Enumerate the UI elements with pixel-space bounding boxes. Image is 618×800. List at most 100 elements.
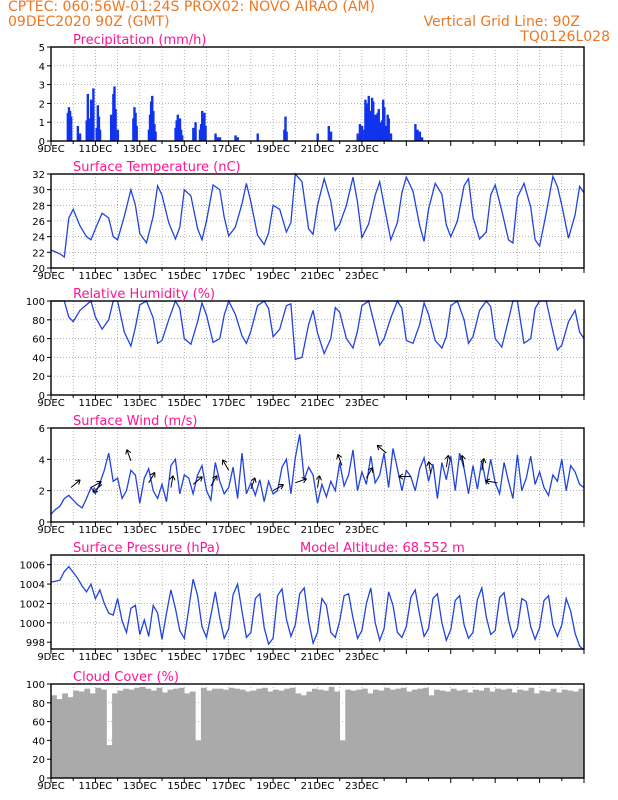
model-altitude-label: Model Altitude: 68.552 m [300, 541, 465, 556]
wind-arrow-shaft [126, 449, 132, 462]
y-tick-label: 24 [32, 233, 45, 244]
x-tick-label: 21DEC [301, 398, 335, 409]
y-tick-label: 5 [39, 43, 45, 54]
panel-title: Precipitation (mm/h) [73, 33, 206, 48]
precip-bar [92, 88, 95, 141]
y-tick-label: 40 [32, 353, 45, 364]
x-tick-label: 21DEC [301, 781, 335, 792]
cloud-bar [200, 687, 207, 778]
wind-arrow-shaft [250, 477, 256, 490]
x-tick-label: 17DEC [212, 781, 246, 792]
cloud-bar [511, 692, 518, 778]
wind-arrow-head [376, 444, 383, 451]
wind-arrow-shaft [481, 458, 485, 471]
cloud-bar [450, 688, 457, 778]
wind-arrow-head [150, 471, 156, 478]
x-tick-label: 19DEC [256, 525, 290, 536]
cloud-bar [239, 689, 246, 778]
x-tick-label: 19DEC [256, 652, 290, 663]
cloud-bar [145, 688, 152, 778]
wind-arrow-head [485, 478, 491, 485]
cloud-bar [295, 693, 302, 778]
x-tick-label: 9DEC [37, 652, 64, 663]
precip-bar [358, 124, 362, 141]
precip-bar [76, 125, 80, 141]
y-tick-label: 100 [26, 297, 45, 308]
y-tick-label: 1006 [20, 561, 45, 572]
x-tick-label: 17DEC [212, 398, 246, 409]
cloud-bar [467, 692, 474, 778]
cloud-bar [139, 686, 146, 778]
y-tick-label: 4 [39, 62, 45, 73]
x-tick-label: 15DEC [167, 525, 201, 536]
cloud-bar [273, 689, 279, 778]
header-run-time: 09DEC2020 90Z (GMT) [8, 14, 170, 30]
cloud-bar [106, 745, 113, 778]
y-tick-label: 80 [32, 316, 45, 327]
wind-arrow-head [367, 467, 374, 473]
cloud-bar [306, 691, 313, 778]
cloud-bar [545, 691, 551, 778]
precip-bar [234, 135, 237, 141]
panel-title: Surface Pressure (hPa) [73, 541, 220, 556]
wind-arrow-head [315, 475, 322, 481]
cloud-bar [67, 697, 74, 778]
y-tick-label: 40 [32, 736, 45, 747]
y-tick-label: 1000 [20, 619, 45, 630]
x-tick-label: 13DEC [123, 652, 157, 663]
y-tick-label: 80 [32, 699, 45, 710]
cloud-bar [539, 690, 546, 778]
precip-bar [377, 109, 380, 141]
cloud-bar [406, 691, 413, 778]
cloud-bar [561, 689, 568, 778]
x-tick-label: 15DEC [167, 781, 201, 792]
cloud-bar [373, 689, 379, 778]
x-tick-label: 19DEC [256, 781, 290, 792]
cloud-bar [556, 692, 563, 778]
wind-arrow-head [480, 458, 487, 464]
y-tick-label: 60 [32, 335, 45, 346]
y-tick-label: 3 [39, 81, 45, 92]
cloud-bar [128, 689, 135, 778]
x-tick-label: 17DEC [212, 144, 246, 155]
y-tick-label: 100 [26, 680, 45, 691]
wind-arrow-head [250, 477, 257, 483]
cloud-bar [256, 688, 263, 778]
wind-arrow-shaft [376, 444, 387, 454]
panel-frame [50, 46, 585, 142]
x-tick-label: 11DEC [79, 525, 113, 536]
wind-arrow-head [398, 473, 404, 480]
cloud-bar [156, 687, 163, 778]
series-line-pressure [50, 565, 585, 651]
panel-title: Relative Humidity (%) [73, 287, 215, 302]
wind-arrow-head [221, 459, 228, 465]
cloud-bar [234, 688, 241, 778]
y-tick-label: 30 [32, 186, 45, 197]
cloud-bar [506, 688, 513, 778]
y-tick-label: 20 [32, 755, 45, 766]
series-line-temperature [50, 172, 585, 259]
cloud-bar [578, 688, 585, 778]
wind-arrow-shaft [485, 480, 498, 484]
y-tick-label: 2 [39, 99, 45, 110]
wind-arrow-shaft [170, 475, 174, 488]
x-tick-label: 19DEC [256, 271, 290, 282]
wind-arrow-head [278, 483, 284, 490]
precip-bar [420, 137, 424, 141]
precip-bar [78, 133, 82, 141]
precip-bar [360, 125, 364, 141]
wind-arrow-shaft [92, 484, 103, 493]
wind-arrow-head [125, 449, 132, 455]
cloud-bar [84, 688, 91, 778]
precip-bar [284, 116, 287, 141]
cloud-bar [417, 688, 424, 778]
x-tick-label: 21DEC [301, 652, 335, 663]
cloud-bar [56, 699, 63, 778]
panel-frame [50, 427, 585, 523]
wind-arrow-shaft [70, 479, 81, 488]
y-tick-label: 20 [32, 372, 45, 383]
wind-arrow-shaft [461, 455, 465, 468]
x-tick-label: 19DEC [256, 144, 290, 155]
cloud-bar [228, 687, 235, 778]
